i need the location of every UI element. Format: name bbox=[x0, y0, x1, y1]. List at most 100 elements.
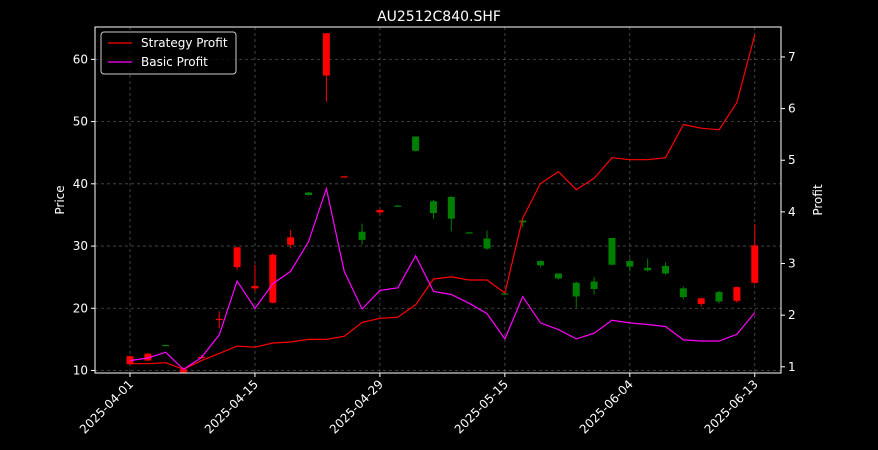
candle bbox=[697, 297, 705, 307]
candle bbox=[715, 290, 723, 304]
grid bbox=[95, 27, 781, 373]
left-tick-label: 50 bbox=[73, 115, 88, 129]
profit-lines bbox=[129, 34, 756, 371]
x-tick-label: 2025-04-15 bbox=[202, 377, 261, 436]
basic-profit-line bbox=[129, 186, 756, 371]
right-tick-label: 5 bbox=[788, 153, 796, 167]
right-axis-label: Profit bbox=[811, 184, 825, 216]
candle bbox=[412, 136, 420, 152]
candle bbox=[519, 219, 527, 228]
candlesticks bbox=[126, 33, 759, 373]
legend-strategy-label: Strategy Profit bbox=[141, 36, 228, 50]
candle bbox=[251, 264, 259, 292]
candle bbox=[340, 175, 348, 178]
x-tick-label: 2025-06-04 bbox=[577, 377, 636, 436]
candle bbox=[626, 258, 634, 271]
chart-title: AU2512C840.SHF bbox=[377, 9, 501, 25]
candle-body bbox=[287, 237, 295, 245]
candle bbox=[322, 33, 330, 102]
x-tick-label: 2025-04-29 bbox=[327, 377, 386, 436]
candle bbox=[215, 311, 223, 329]
right-tick-label: 2 bbox=[788, 308, 796, 322]
candle bbox=[429, 200, 437, 219]
candle-body bbox=[429, 201, 437, 214]
candle-body bbox=[751, 245, 759, 283]
strategy-profit-line bbox=[130, 34, 756, 371]
left-axis-label: Price bbox=[53, 185, 67, 214]
candle-body bbox=[679, 288, 687, 298]
candle-body bbox=[447, 196, 455, 219]
right-axis: 1 2 3 4 5 6 7 bbox=[781, 50, 796, 374]
candle-body bbox=[572, 282, 580, 297]
candle-body bbox=[340, 176, 348, 178]
candle-body bbox=[305, 192, 312, 196]
candle bbox=[376, 208, 384, 215]
candle bbox=[162, 344, 170, 347]
candle bbox=[537, 260, 545, 268]
candle-body bbox=[394, 205, 402, 207]
candle bbox=[590, 277, 598, 295]
candle bbox=[144, 353, 152, 362]
candle bbox=[554, 273, 562, 280]
candle-body bbox=[733, 287, 741, 301]
right-tick-label: 1 bbox=[788, 360, 796, 374]
right-tick-label: 6 bbox=[788, 102, 796, 116]
candle bbox=[608, 237, 616, 266]
left-tick-label: 10 bbox=[73, 364, 88, 378]
candle-body bbox=[215, 318, 223, 321]
candle bbox=[287, 229, 295, 249]
candle bbox=[572, 281, 580, 308]
legend-box bbox=[100, 31, 237, 75]
candle-body bbox=[537, 260, 545, 266]
candle-body bbox=[608, 237, 616, 265]
candle-body bbox=[144, 353, 152, 361]
x-axis: 2025-04-01 2025-04-15 2025-04-29 2025-05-15… bbox=[77, 373, 761, 436]
candle-body bbox=[644, 267, 652, 271]
right-tick-label: 4 bbox=[788, 205, 796, 219]
candle bbox=[305, 191, 312, 196]
candle bbox=[358, 223, 366, 245]
candle-body bbox=[358, 231, 366, 240]
candle bbox=[644, 258, 652, 272]
candle-body bbox=[269, 254, 277, 303]
candle bbox=[394, 204, 402, 207]
left-tick-label: 40 bbox=[73, 177, 88, 191]
candle-body bbox=[662, 265, 669, 274]
left-tick-label: 20 bbox=[73, 301, 88, 315]
candle bbox=[483, 230, 491, 250]
candle-body bbox=[590, 281, 598, 289]
candle-body bbox=[376, 209, 384, 213]
x-tick-label: 2025-05-15 bbox=[452, 377, 511, 436]
candle bbox=[269, 253, 277, 304]
candle-body bbox=[251, 285, 259, 289]
candle bbox=[465, 231, 473, 234]
x-tick-label: 2025-06-13 bbox=[702, 377, 761, 436]
candle-body bbox=[465, 232, 473, 234]
candle-body bbox=[715, 292, 723, 302]
candle bbox=[679, 286, 687, 300]
candle-body bbox=[519, 220, 527, 223]
candle bbox=[733, 286, 741, 303]
candle-body bbox=[322, 33, 330, 76]
candle-body bbox=[697, 298, 705, 304]
candle-body bbox=[233, 247, 241, 268]
candle-body bbox=[162, 344, 170, 347]
left-tick-label: 30 bbox=[73, 239, 88, 253]
plot-frame bbox=[94, 26, 782, 374]
candle bbox=[233, 246, 241, 270]
left-axis: 10 20 30 40 50 60 bbox=[73, 52, 95, 378]
left-tick-label: 60 bbox=[73, 52, 88, 66]
right-tick-label: 3 bbox=[788, 257, 796, 271]
candle bbox=[751, 224, 759, 285]
legend-basic-label: Basic Profit bbox=[141, 55, 208, 69]
right-tick-label: 7 bbox=[788, 50, 796, 64]
candle-body bbox=[501, 293, 509, 295]
candle-body bbox=[483, 238, 491, 249]
candle-body bbox=[412, 136, 420, 151]
candle-body bbox=[554, 273, 562, 279]
candle-body bbox=[626, 260, 634, 267]
candle-body bbox=[180, 369, 188, 373]
candle bbox=[447, 196, 455, 232]
legend: Strategy Profit Basic Profit bbox=[100, 31, 237, 75]
